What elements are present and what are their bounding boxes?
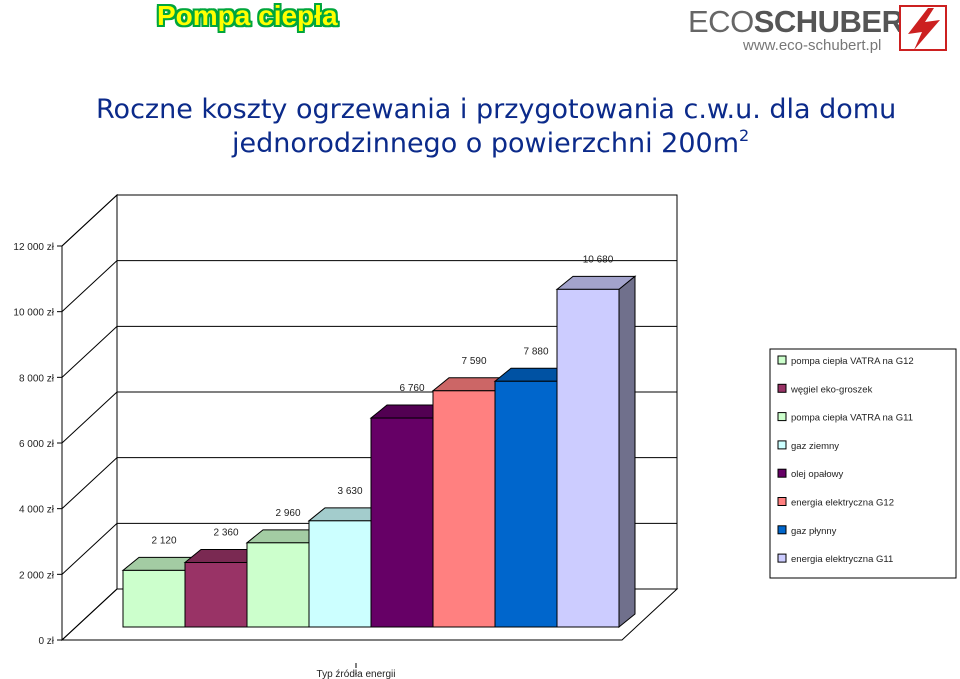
legend-label: pompa ciepła VATRA na G11 [791,413,913,424]
bar [432,390,496,628]
legend-swatch [777,497,787,506]
y-tick-label: 10 000 zł [13,308,54,319]
gridline-side [61,588,118,641]
legend-swatch [777,355,787,365]
legend-label: energia elektryczna G12 [791,498,894,509]
legend-swatch [777,383,787,393]
y-tick-label: 12 000 zł [13,242,54,253]
bar [556,288,620,628]
logo-url: www.eco-schubert.pl [743,37,882,54]
y-tick-label: 6 000 zł [19,439,55,450]
y-tick-label: 2 000 zł [19,570,55,581]
data-label: 7 590 [461,356,486,367]
legend-swatch [777,553,787,563]
gridline-side [61,522,118,575]
legend-swatch [777,440,787,450]
page-title-line-1: Roczne koszty ogrzewania i przygotowania… [96,94,897,125]
legend-label: gaz płynny [791,526,837,537]
legend-label: pompa ciepła VATRA na G12 [791,356,914,367]
gridline-side [61,194,118,247]
lightning-icon [899,5,947,51]
bar [122,569,186,628]
legend-label: olej opałowy [791,469,844,480]
page-title-line-2: jednorodzinnego o powierzchni 200m2 [232,126,750,159]
eco-schubert-logo: ECOSCHUBERT www.eco-schubert.pl [688,4,950,56]
legend-label: gaz ziemny [791,441,839,452]
x-axis-title: Typ źródła energii [317,669,396,679]
gridline-side [61,391,118,444]
logo-brand-strong: SCHUBERT [753,4,923,39]
data-label: 10 680 [583,254,614,265]
logo-brand-light: ECO [688,4,754,39]
bar [184,562,248,628]
legend-box [769,348,957,579]
gridline-side [61,260,118,313]
bar [246,542,310,628]
bar [370,417,434,628]
y-tick-label: 4 000 zł [19,505,55,516]
page-title-superscript: 2 [739,126,750,145]
page-title-line-2-text: jednorodzinnego o powierzchni 200m [232,128,740,159]
legend-label: węgiel eko-groszek [790,384,873,395]
gridline-side [61,457,118,510]
legend-swatch [777,412,787,422]
data-label: 6 760 [399,383,424,394]
data-label: 7 880 [523,346,548,357]
bar [308,520,372,628]
data-label: 2 960 [275,508,300,519]
bar-side [618,275,636,629]
y-tick-label: 8 000 zł [19,373,55,384]
logo-brand: ECOSCHUBERT [688,4,922,40]
gridline-side [61,325,118,378]
bar [494,380,558,628]
data-label: 3 630 [337,486,362,497]
legend-swatch [777,525,787,535]
legend-swatch [777,468,787,478]
header-title: Pompa ciepła [157,0,338,31]
data-label: 2 120 [151,535,176,546]
data-label: 2 360 [213,528,238,539]
legend-label: energia elektryczna G11 [791,554,893,565]
y-tick-label: 0 zł [38,636,54,647]
